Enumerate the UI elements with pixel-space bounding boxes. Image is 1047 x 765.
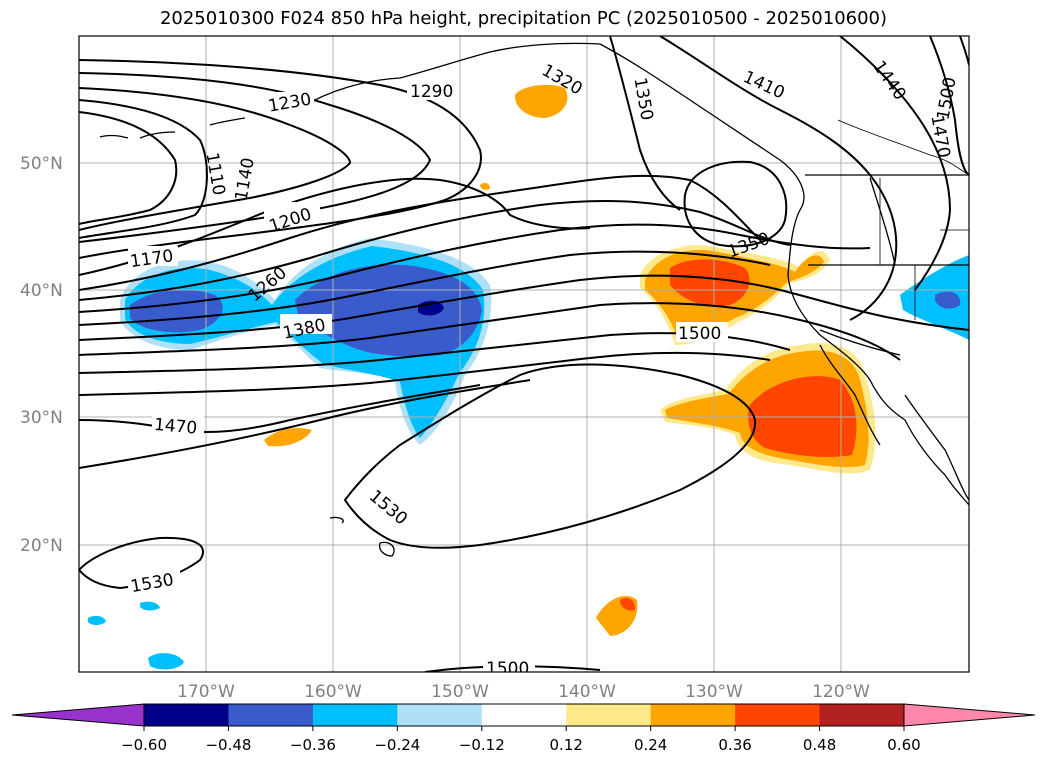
lon-label: 130°W xyxy=(685,682,743,702)
contour-label: 1500 xyxy=(486,659,529,679)
latitude-labels: 50°N 40°N 30°N 20°N xyxy=(20,154,63,556)
lon-label: 120°W xyxy=(812,682,870,702)
longitude-labels: 170°W 160°W 150°W 140°W 130°W 120°W xyxy=(177,682,870,702)
map-title: 2025010300 F024 850 hPa height, precipit… xyxy=(159,8,888,29)
colorbar-tick-label: −0.24 xyxy=(374,736,420,754)
colorbar-segment xyxy=(819,704,905,726)
colorbar-tick-label: −0.36 xyxy=(290,736,336,754)
colorbar-segment xyxy=(566,704,652,726)
colorbar-segment xyxy=(144,704,229,726)
lat-label: 30°N xyxy=(20,408,63,428)
colorbar-segment xyxy=(397,704,483,726)
colorbar-tick-label: 0.48 xyxy=(803,736,836,754)
map-frame xyxy=(78,35,970,673)
lon-label: 160°W xyxy=(304,682,362,702)
colorbar-segment xyxy=(481,704,567,726)
contour-label: 1350 xyxy=(629,76,656,122)
colorbar-extension-low xyxy=(11,703,145,727)
contour-label: 1500 xyxy=(678,324,721,344)
colorbar-segment xyxy=(735,704,821,726)
colorbar-tick-label: −0.48 xyxy=(205,736,251,754)
lat-label: 50°N xyxy=(20,154,63,174)
colorbar-tick-label: −0.12 xyxy=(459,736,505,754)
contour-label: 1410 xyxy=(740,67,788,103)
contour-label: 1290 xyxy=(410,82,453,102)
height-contours xyxy=(79,36,969,672)
colorbar-frame xyxy=(143,703,905,727)
lon-label: 170°W xyxy=(177,682,235,702)
lon-label: 140°W xyxy=(558,682,616,702)
gridlines xyxy=(79,36,969,672)
lat-label: 20°N xyxy=(20,536,63,556)
colorbar-segment xyxy=(312,704,398,726)
colorbar-tick-label: −0.60 xyxy=(121,736,167,754)
contour-label: 1530 xyxy=(365,486,411,529)
colorbar-segment xyxy=(650,704,736,726)
colorbar-tick-label: 0.12 xyxy=(550,736,583,754)
colorbar-segment xyxy=(228,704,314,726)
border-lines xyxy=(837,119,969,320)
colorbar-tick-label: 0.24 xyxy=(634,736,667,754)
colorbar-extension-high xyxy=(903,703,1036,727)
lat-label: 40°N xyxy=(20,281,63,301)
colorbar-tick-label: 0.36 xyxy=(718,736,751,754)
lon-label: 150°W xyxy=(431,682,489,702)
contour-label: 1470 xyxy=(153,415,198,439)
map-content: 1230 1290 1320 1350 1410 1440 1500 1470 … xyxy=(79,36,969,679)
colorbar-tick-label: 0.60 xyxy=(887,736,920,754)
colorbar: −0.60 −0.48 −0.36 −0.24 −0.12 0.12 0.24 0.36 0.4… xyxy=(11,703,1036,754)
